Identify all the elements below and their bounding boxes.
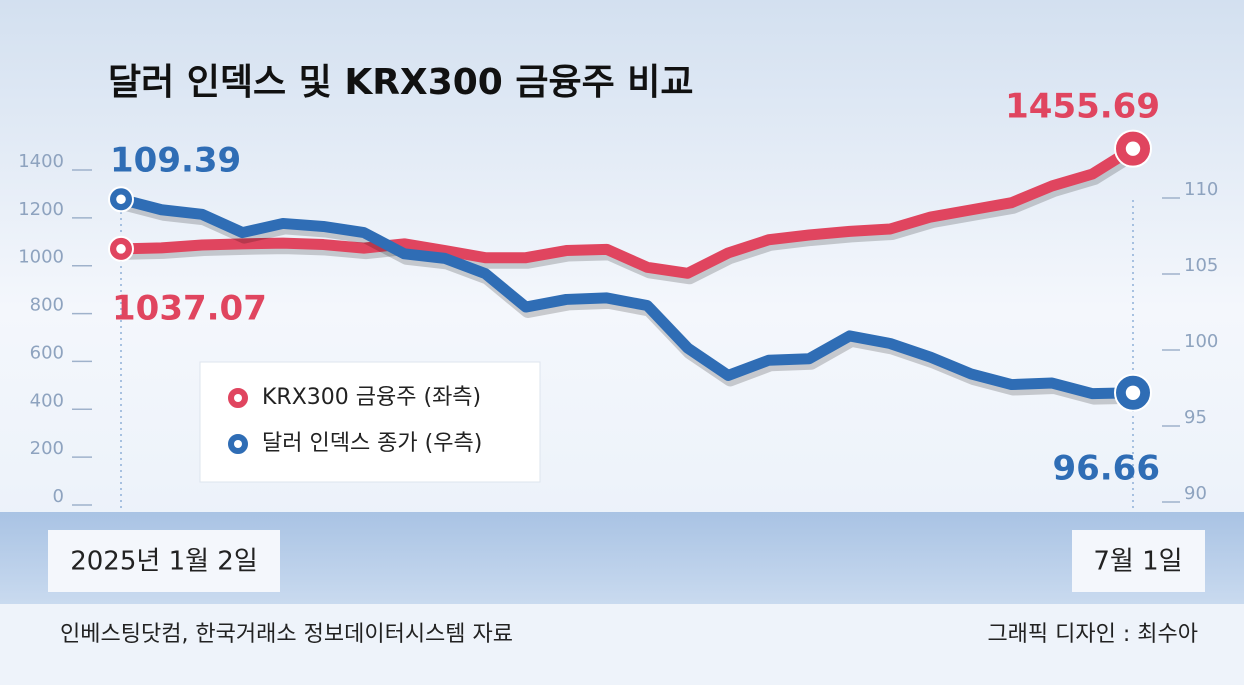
y-tick-label: 200 bbox=[30, 438, 64, 459]
y2-tick-label: 100 bbox=[1184, 331, 1218, 352]
y2-tick-label: 110 bbox=[1184, 179, 1218, 200]
y-tick-label: 800 bbox=[30, 295, 64, 316]
y2-tick-label: 105 bbox=[1184, 255, 1218, 276]
series-line bbox=[115, 143, 1139, 279]
y-tick-label: 600 bbox=[30, 342, 64, 363]
date-box bbox=[48, 530, 280, 592]
x-tick-label: 7월 1일 bbox=[1093, 547, 1182, 577]
chart-title: 달러 인덱스 및 KRX300 금융주 비교 bbox=[108, 62, 694, 103]
value-label: 109.39 bbox=[110, 141, 241, 181]
legend-marker-dot bbox=[234, 394, 242, 402]
credit: 그래픽 디자인 : 최수아 bbox=[987, 622, 1198, 647]
value-label: 96.66 bbox=[1052, 449, 1160, 489]
date-box bbox=[1072, 530, 1205, 592]
legend-label: 달러 인덱스 종가 (우측) bbox=[262, 431, 482, 456]
value-label: 1037.07 bbox=[112, 289, 267, 329]
legend-marker-dot bbox=[234, 440, 242, 448]
end-marker-dot bbox=[116, 244, 126, 254]
y-tick-label: 1000 bbox=[18, 247, 64, 268]
source: 인베스팅닷컴, 한국거래소 정보데이터시스템 자료 bbox=[60, 622, 513, 647]
x-tick-label: 2025년 1월 2일 bbox=[70, 547, 258, 577]
end-marker-dot bbox=[116, 194, 126, 205]
end-marker-dot bbox=[1125, 385, 1141, 400]
series-line bbox=[115, 193, 1139, 400]
y-tick-label: 1400 bbox=[18, 151, 64, 172]
legend-label: KRX300 금융주 (좌측) bbox=[262, 385, 481, 410]
y-tick-label: 1200 bbox=[18, 199, 64, 220]
y2-tick-label: 90 bbox=[1184, 483, 1207, 504]
footer-band bbox=[0, 604, 1244, 685]
end-marker-dot bbox=[1125, 141, 1141, 156]
y2-tick-label: 95 bbox=[1184, 407, 1207, 428]
value-label: 1455.69 bbox=[1005, 87, 1160, 127]
y-tick-label: 0 bbox=[53, 486, 64, 507]
legend-box bbox=[199, 361, 541, 483]
y-tick-label: 400 bbox=[30, 390, 64, 411]
